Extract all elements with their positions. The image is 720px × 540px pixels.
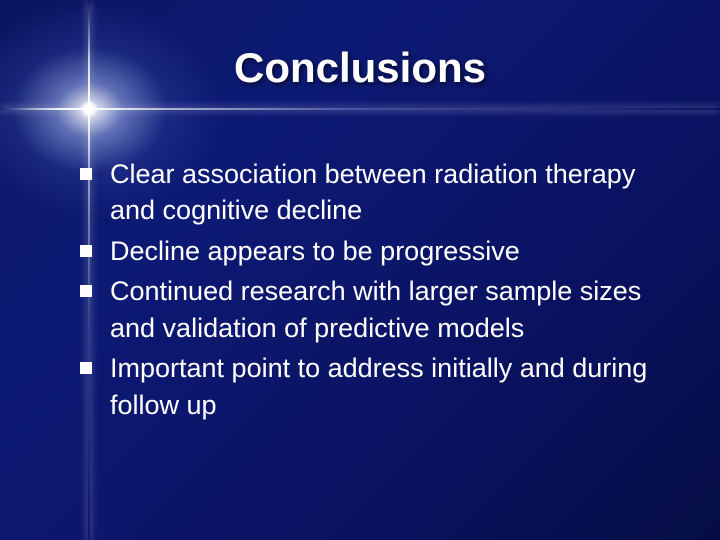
list-item: Decline appears to be progressive <box>80 233 670 269</box>
list-item: Important point to address initially and… <box>80 350 670 423</box>
bullet-text: Decline appears to be progressive <box>110 233 670 269</box>
bullet-square-icon <box>80 245 92 257</box>
lens-flare-core <box>80 100 98 118</box>
bullet-square-icon <box>80 168 92 180</box>
list-item: Continued research with larger sample si… <box>80 273 670 346</box>
list-item: Clear association between radiation ther… <box>80 156 670 229</box>
bullet-square-icon <box>80 285 92 297</box>
lens-flare-horizontal <box>0 108 720 110</box>
bullet-square-icon <box>80 362 92 374</box>
bullet-text: Clear association between radiation ther… <box>110 156 670 229</box>
bullet-text: Continued research with larger sample si… <box>110 273 670 346</box>
bullet-list: Clear association between radiation ther… <box>80 156 670 427</box>
bullet-text: Important point to address initially and… <box>110 350 670 423</box>
slide-title: Conclusions <box>0 44 720 92</box>
